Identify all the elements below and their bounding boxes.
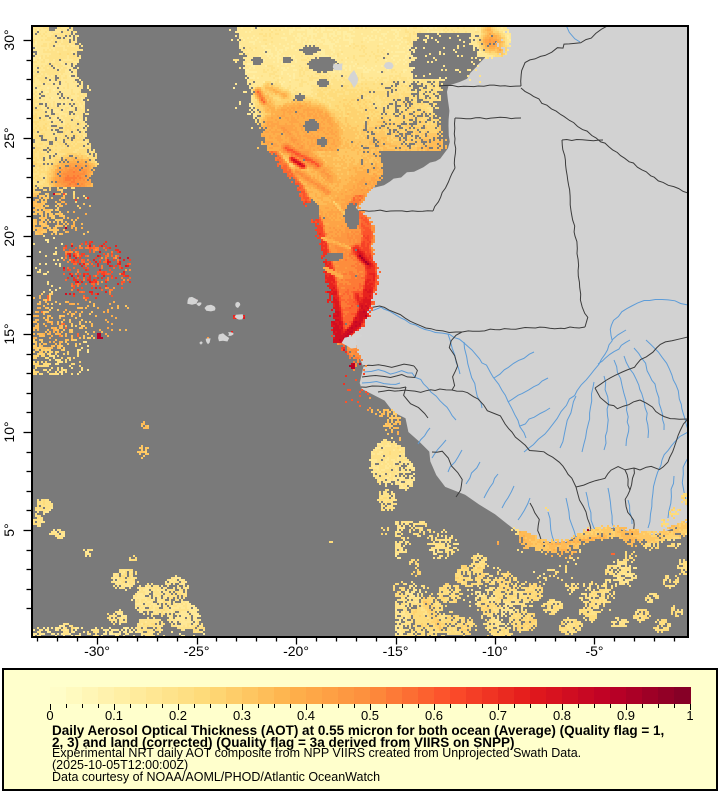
svg-text:15°: 15°: [1, 323, 17, 344]
svg-text:-15°: -15°: [383, 643, 409, 659]
svg-text:-25°: -25°: [184, 643, 210, 659]
svg-text:30°: 30°: [1, 29, 17, 50]
svg-text:25°: 25°: [1, 127, 17, 148]
svg-text:5°: 5°: [1, 523, 17, 536]
svg-text:20°: 20°: [1, 225, 17, 246]
svg-text:-5°: -5°: [585, 643, 603, 659]
svg-text:-10°: -10°: [482, 643, 508, 659]
svg-text:10°: 10°: [1, 421, 17, 442]
svg-text:-30°: -30°: [84, 643, 110, 659]
svg-text:-20°: -20°: [283, 643, 309, 659]
